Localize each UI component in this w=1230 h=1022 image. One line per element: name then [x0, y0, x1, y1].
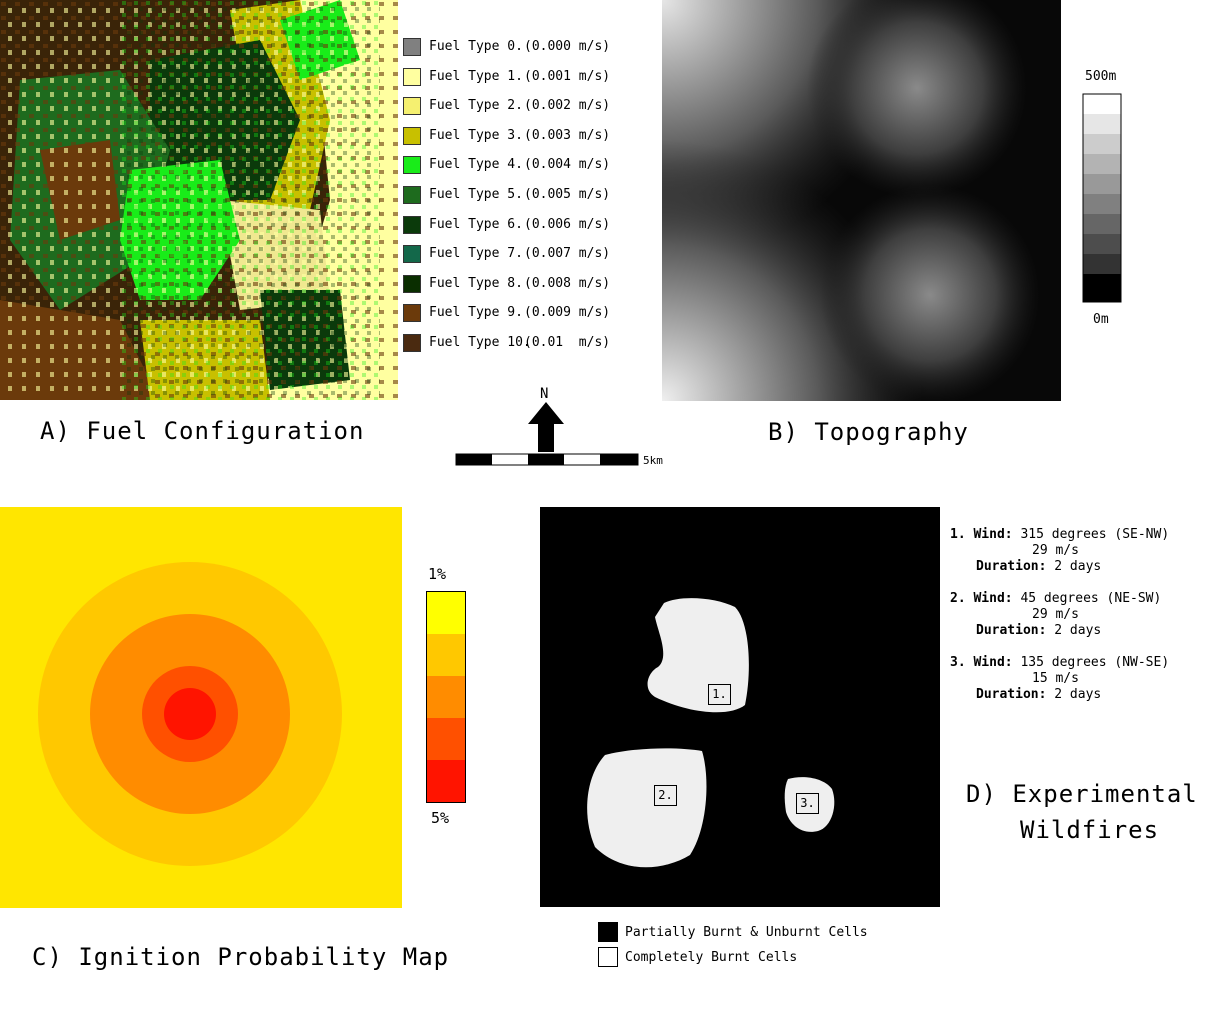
fuel-speed-value: (0.001 m/s) — [524, 69, 611, 84]
fire-2-marker: 2. — [654, 785, 677, 806]
ignition-colorbar — [426, 591, 466, 803]
fire-3-description: 3. Wind: 135 degrees (NW-SE) 15 m/s Dura… — [950, 655, 1169, 703]
fire-3-wind-label: Wind: — [973, 655, 1013, 670]
fuel-swatch — [403, 275, 421, 293]
fuel-speed-value: (0.003 m/s) — [524, 128, 611, 143]
fuel-swatch — [403, 216, 421, 234]
fire-2-speed: 29 m/s — [1032, 607, 1079, 622]
fuel-swatch — [403, 68, 421, 86]
fuel-type-label: Fuel Type 5. — [429, 187, 523, 202]
ignition-colorbar-segment — [427, 676, 465, 718]
topography-max-label: 500m — [1085, 69, 1117, 84]
fuel-speed-value: (0.002 m/s) — [524, 98, 611, 113]
complete-burn-label: Completely Burnt Cells — [625, 950, 798, 965]
fire-2-id: 2. — [950, 591, 966, 606]
fire-2-description: 2. Wind: 45 degrees (NE-SW) 29 m/s Durat… — [950, 591, 1161, 639]
fuel-swatch — [403, 334, 421, 352]
fuel-speed-value: (0.01 m/s) — [524, 335, 611, 350]
experimental-wildfires-map — [540, 507, 940, 907]
fuel-type-label: Fuel Type 6. — [429, 217, 523, 232]
scale-label: 5km — [643, 454, 663, 467]
ignition-colorbar-segment — [427, 592, 465, 634]
fuel-swatch — [403, 186, 421, 204]
panel-b-title: B) Topography — [768, 418, 969, 446]
fire-1-duration: 2 days — [1046, 559, 1102, 574]
ignition-top-label: 1% — [428, 565, 447, 583]
fuel-swatch — [403, 38, 421, 56]
fuel-swatch — [403, 304, 421, 322]
fire-1-id: 1. — [950, 527, 966, 542]
fuel-type-label: Fuel Type 0. — [429, 39, 523, 54]
fire-2-duration: 2 days — [1046, 623, 1102, 638]
fuel-type-label: Fuel Type 7. — [429, 246, 523, 261]
fuel-speed-value: (0.008 m/s) — [524, 276, 611, 291]
fire-2-wind: 45 degrees (NE-SW) — [1012, 591, 1162, 606]
burn-area-1 — [647, 598, 749, 713]
fuel-swatch — [403, 245, 421, 263]
burn-area-2 — [587, 748, 707, 868]
fuel-type-label: Fuel Type 3. — [429, 128, 523, 143]
fire-2-wind-label: Wind: — [973, 591, 1013, 606]
fuel-swatch — [403, 127, 421, 145]
fuel-type-label: Fuel Type 4. — [429, 157, 523, 172]
fire-1-duration-label: Duration: — [976, 559, 1047, 574]
fuel-speed-value: (0.000 m/s) — [524, 39, 611, 54]
ignition-colorbar-segment — [427, 634, 465, 676]
fuel-speed-value: (0.007 m/s) — [524, 246, 611, 261]
fire-3-wind: 135 degrees (NW-SE) — [1012, 655, 1170, 670]
fuel-speed-value: (0.005 m/s) — [524, 187, 611, 202]
panel-c-title: C) Ignition Probability Map — [32, 943, 450, 971]
partial-burn-label: Partially Burnt & Unburnt Cells — [625, 925, 868, 940]
ignition-probability-map — [0, 507, 402, 908]
fuel-type-label: Fuel Type 10. — [429, 335, 531, 350]
fuel-type-label: Fuel Type 9. — [429, 305, 523, 320]
fire-3-id: 3. — [950, 655, 966, 670]
fuel-speed-value: (0.009 m/s) — [524, 305, 611, 320]
partial-burn-swatch — [598, 922, 618, 942]
north-label: N — [540, 386, 549, 402]
panel-d-title-line1: D) Experimental — [966, 780, 1198, 808]
topography-map — [662, 0, 1061, 401]
fuel-swatch — [403, 97, 421, 115]
fire-1-description: 1. Wind: 315 degrees (SE-NW) 29 m/s Dura… — [950, 527, 1169, 575]
scale-bar — [455, 453, 639, 466]
fire-3-speed: 15 m/s — [1032, 671, 1079, 686]
ignition-colorbar-segment — [427, 718, 465, 760]
ignition-colorbar-segment — [427, 760, 465, 802]
fire-3-duration-label: Duration: — [976, 687, 1047, 702]
fire-1-wind: 315 degrees (SE-NW) — [1012, 527, 1170, 542]
fire-3-marker: 3. — [796, 793, 819, 814]
fuel-configuration-map — [0, 0, 398, 400]
topography-min-label: 0m — [1093, 312, 1109, 327]
fire-3-duration: 2 days — [1046, 687, 1102, 702]
north-arrow-icon — [528, 402, 564, 452]
ignition-bottom-label: 5% — [431, 809, 450, 827]
fuel-speed-value: (0.004 m/s) — [524, 157, 611, 172]
complete-burn-swatch — [598, 947, 618, 967]
fuel-swatch — [403, 156, 421, 174]
fire-1-speed: 29 m/s — [1032, 543, 1079, 558]
fuel-speed-value: (0.006 m/s) — [524, 217, 611, 232]
fuel-type-label: Fuel Type 2. — [429, 98, 523, 113]
fuel-type-label: Fuel Type 1. — [429, 69, 523, 84]
panel-a-title: A) Fuel Configuration — [40, 417, 365, 445]
fire-1-wind-label: Wind: — [973, 527, 1013, 542]
fire-2-duration-label: Duration: — [976, 623, 1047, 638]
fuel-type-label: Fuel Type 8. — [429, 276, 523, 291]
topography-colorbar — [1082, 93, 1122, 303]
panel-d-title-line2: Wildfires — [1020, 816, 1160, 844]
fire-1-marker: 1. — [708, 684, 731, 705]
